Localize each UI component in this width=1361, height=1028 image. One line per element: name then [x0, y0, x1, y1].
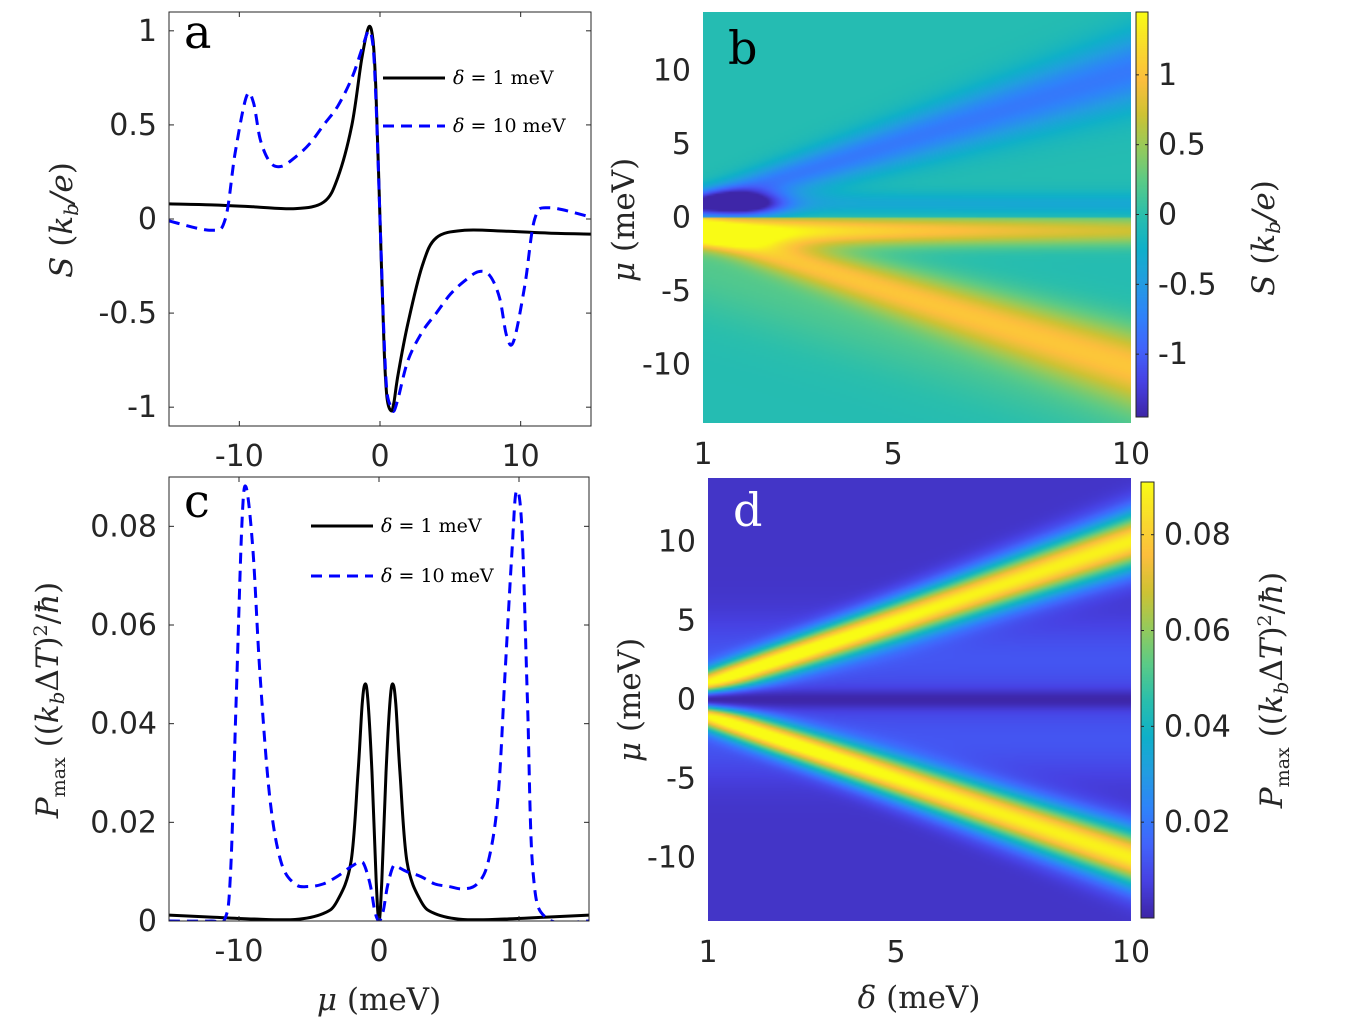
panel-c-ytick-label: 0 — [138, 904, 157, 939]
panel-b-ytick-label: -10 — [642, 347, 691, 382]
panel-a-frame — [168, 11, 592, 427]
panel-a-xtick-label: 0 — [370, 439, 389, 474]
panel-c-xtick-label: 10 — [500, 934, 538, 969]
panel-c-series-delta-1 — [169, 682, 589, 921]
panel-b-seebeck-heatmap: 1 5 10 10 5 0 -5 -10 b 1 0.5 0 -0.5 -1 μ (meV) S (k… — [606, 11, 1285, 472]
panel-d-xtick-label: 10 — [1112, 935, 1150, 970]
panel-b-ytick-label: 5 — [672, 127, 691, 162]
panel-a-legend: δ = 1 meV δ = 10 meV — [383, 67, 566, 137]
panel-b-cbar-tick-label: 1 — [1158, 58, 1177, 93]
panel-c-ytick-label: 0.04 — [90, 707, 157, 742]
panel-b-xtick-label: 1 — [693, 437, 712, 472]
panel-b-ytick-label: 0 — [672, 201, 691, 236]
panel-a-ytick-label: 0 — [138, 202, 157, 237]
panel-a-ytick-label: 1 — [138, 14, 157, 49]
panel-d-xtick-label: 1 — [698, 935, 717, 970]
panel-a-xtick-label: -10 — [215, 439, 264, 474]
panel-d-colorbar — [1141, 482, 1154, 918]
panel-a-ytick-label: -0.5 — [98, 296, 157, 331]
panel-b-cbar-tick-label: 0.5 — [1158, 128, 1206, 163]
panel-d-ytick-label: 10 — [658, 524, 696, 559]
panel-d-ytick-label: -5 — [666, 762, 696, 797]
panel-d-cbar-tick-label: 0.04 — [1164, 709, 1231, 744]
panel-c-legend: δ = 1 meV δ = 10 meV — [311, 515, 494, 587]
panel-c-label: c — [184, 474, 210, 528]
panel-a-series-delta-10 — [169, 29, 591, 413]
panel-b-heatmap-image — [703, 12, 1131, 423]
panel-b-ylabel: μ (meV) — [606, 158, 642, 282]
panel-b-ytick-label: -5 — [661, 274, 691, 309]
panel-b-cbar-tick-label: -0.5 — [1158, 267, 1217, 302]
panel-b-cbar-tick-label: -1 — [1158, 337, 1188, 372]
panel-d-cbar-tick-label: 0.08 — [1164, 518, 1231, 553]
panel-b-label: b — [728, 21, 757, 75]
panel-b-xtick-label: 5 — [884, 437, 903, 472]
panel-d-xtick-label: 5 — [886, 935, 905, 970]
panel-d-power-heatmap: 1 5 10 10 5 0 -5 -10 d 0.08 0.06 0.04 0.02 μ (meV)… — [612, 478, 1294, 1016]
panel-d-ytick-label: 0 — [677, 683, 696, 718]
panel-c-xtick-label: -10 — [215, 934, 264, 969]
panel-a-xtick-label: 10 — [502, 439, 540, 474]
panel-c-ytick-label: 0.06 — [90, 608, 157, 643]
panel-d-cbar-tick-label: 0.06 — [1164, 614, 1231, 649]
panel-d-ylabel: μ (meV) — [612, 638, 648, 762]
panel-b-colorbar-label: S (kb/e) — [1246, 180, 1285, 296]
panel-a-seebeck-line-chart: -10 0 10 1 0.5 0 -0.5 -1 a δ = 1 meV δ = 10 meV… — [44, 5, 592, 474]
panel-a-ytick-label: -1 — [127, 390, 157, 425]
panel-c-xtick-label: 0 — [369, 934, 388, 969]
panel-c-power-line-chart: -10 0 10 0.08 0.06 0.04 0.02 0 c δ = 1 meV δ = … — [30, 474, 590, 1018]
panel-d-cbar-tick-label: 0.02 — [1164, 805, 1231, 840]
panel-d-colorbar-frame — [1140, 481, 1155, 919]
panel-b-cbar-tick-label: 0 — [1158, 198, 1177, 233]
panel-c-ytick-label: 0.08 — [90, 509, 157, 544]
legend-dashed-label: δ = 10 meV — [381, 565, 494, 587]
panel-b-xtick-label: 10 — [1112, 437, 1150, 472]
legend-solid-label: δ = 1 meV — [381, 515, 482, 537]
panel-c-xlabel: μ (meV) — [317, 982, 441, 1018]
panel-d-ytick-label: -10 — [647, 841, 696, 876]
panel-a-ytick-label: 0.5 — [109, 108, 157, 143]
panel-d-colorbar-label: Pmax ((kbΔT)2/ħ) — [1254, 572, 1294, 809]
panel-c-ytick-label: 0.02 — [90, 805, 157, 840]
panel-d-ytick-label: 5 — [677, 603, 696, 638]
legend-solid-label: δ = 1 meV — [453, 67, 554, 89]
panel-d-heatmap-image — [708, 478, 1131, 921]
panel-c-frame — [168, 476, 590, 922]
panel-b-ytick-label: 10 — [653, 54, 691, 89]
panel-d-xlabel: δ (meV) — [858, 980, 981, 1016]
panel-c-ylabel: Pmax ((kbΔT)2/ħ) — [30, 582, 70, 819]
legend-dashed-label: δ = 10 meV — [453, 115, 566, 137]
panel-b-colorbar — [1136, 12, 1148, 417]
panel-a-label: a — [184, 5, 211, 59]
panel-d-label: d — [733, 483, 762, 537]
panel-a-ylabel: S (kb/e) — [44, 162, 83, 278]
